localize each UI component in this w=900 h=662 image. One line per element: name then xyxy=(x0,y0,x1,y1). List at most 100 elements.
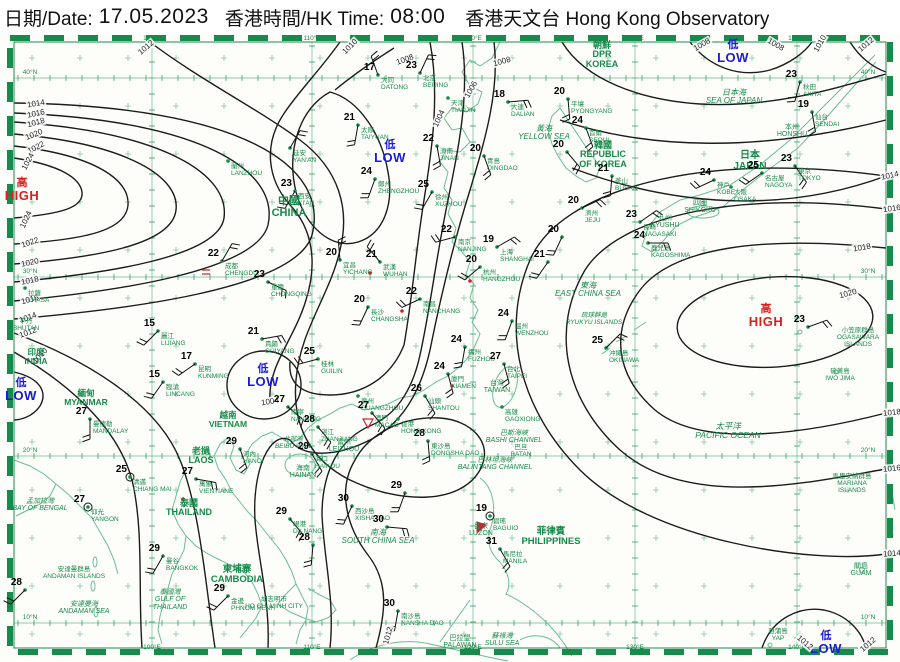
wind-barb-feather xyxy=(326,442,332,450)
wind-barb-shaft xyxy=(289,130,301,149)
grid-cross xyxy=(29,151,35,157)
wind-barb-feather xyxy=(787,96,797,99)
grid-cross xyxy=(557,391,563,397)
grid-cross xyxy=(125,535,131,541)
wind-barb-shaft xyxy=(483,155,492,175)
isobar-path xyxy=(761,608,867,649)
grid-cross xyxy=(605,631,611,637)
grid-cross xyxy=(509,151,515,157)
grid-cross xyxy=(797,487,803,493)
wind-barb-feather xyxy=(399,299,407,306)
grid-cross xyxy=(653,535,659,541)
grid-cross xyxy=(221,55,227,61)
grid-cross xyxy=(797,391,803,397)
grid-cross xyxy=(845,391,851,397)
wind-barb-feather xyxy=(547,249,556,252)
wind-barb-feather xyxy=(323,438,329,447)
isobar-path xyxy=(321,41,466,649)
coastline-taiwan xyxy=(492,366,518,408)
grid-cross xyxy=(701,295,707,301)
grid-cross xyxy=(605,199,611,205)
symbol-layer xyxy=(181,269,487,535)
grid-cross xyxy=(317,343,323,349)
wind-barb-feather xyxy=(457,275,465,281)
wind-barb-shaft xyxy=(195,478,216,483)
grid-cross xyxy=(125,583,131,589)
grid-cross xyxy=(173,439,179,445)
grid-cross xyxy=(461,151,467,157)
grid-cross xyxy=(317,583,323,589)
grid-cross xyxy=(605,151,611,157)
wind-barb-feather xyxy=(3,600,12,605)
wind-barb-shaft xyxy=(221,243,233,262)
grid-cross xyxy=(653,583,659,589)
wind-barb-shaft xyxy=(394,610,399,631)
weather-dot xyxy=(181,497,185,501)
wind-barb-shaft xyxy=(447,373,454,394)
grid-cross xyxy=(221,247,227,253)
coastline-path xyxy=(13,459,119,575)
grid-cross xyxy=(29,583,35,589)
isobar-path xyxy=(13,145,129,245)
wind-barb-shaft xyxy=(695,179,715,189)
grid-cross xyxy=(173,103,179,109)
standby-signal-icon xyxy=(361,418,375,430)
grid-cross xyxy=(413,583,419,589)
wind-barb-feather xyxy=(742,176,750,183)
grid-cross xyxy=(461,247,467,253)
wind-barb-feather xyxy=(502,562,509,569)
isobar-path xyxy=(13,112,270,302)
wind-barb-shaft xyxy=(807,319,827,328)
wind-barb-feather xyxy=(299,130,308,133)
isobar-path xyxy=(515,167,887,558)
wind-barb-feather xyxy=(575,167,581,175)
grid-cross xyxy=(509,55,515,61)
grid-cross xyxy=(605,247,611,253)
coastline-path xyxy=(185,535,263,639)
wind-barb-shaft xyxy=(504,320,513,340)
grid-cross xyxy=(173,343,179,349)
station-dot xyxy=(356,394,360,398)
wind-barb-feather xyxy=(527,100,532,108)
wind-barb-shaft xyxy=(152,555,164,574)
wind-barb-shaft xyxy=(178,363,196,376)
grid-cross xyxy=(605,583,611,589)
grid-cross xyxy=(413,631,419,637)
grid-cross xyxy=(365,199,371,205)
wind-barb-feather xyxy=(602,195,611,199)
grid-cross xyxy=(845,295,851,301)
grid-cross xyxy=(317,247,323,253)
wind-barb-shaft xyxy=(435,236,456,243)
coastline-path xyxy=(157,469,187,645)
wind-barb-feather xyxy=(430,235,437,243)
grid-cross xyxy=(797,439,803,445)
grid-cross xyxy=(701,631,707,637)
wind-barb-feather xyxy=(210,481,214,490)
grid-cross xyxy=(221,535,227,541)
grid-cross xyxy=(77,487,83,493)
grid-cross xyxy=(845,151,851,157)
grid-cross xyxy=(845,631,851,637)
wind-barb-shaft xyxy=(436,145,441,166)
wind-barb-feather xyxy=(786,100,795,103)
wind-barb-feather xyxy=(426,58,435,61)
grid-cross xyxy=(509,535,515,541)
wind-barb-shaft xyxy=(507,99,528,103)
wind-barb-feather xyxy=(421,456,430,461)
wind-barb-shaft xyxy=(298,358,319,365)
wind-barb-feather xyxy=(281,335,287,343)
grid-cross xyxy=(557,439,563,445)
wind-barb-feather xyxy=(616,336,625,341)
grid-cross xyxy=(797,55,803,61)
wind-barb-feather xyxy=(545,253,554,256)
grid-cross xyxy=(29,439,35,445)
grid-cross xyxy=(509,583,515,589)
wind-barb-shaft xyxy=(359,306,369,326)
wind-barb-feather xyxy=(337,518,346,521)
grid-cross xyxy=(173,535,179,541)
grid-cross xyxy=(509,103,515,109)
grid-cross xyxy=(29,55,35,61)
wind-barb-feather xyxy=(445,388,453,395)
coastline-luzon xyxy=(439,477,573,657)
grid-cross xyxy=(365,103,371,109)
